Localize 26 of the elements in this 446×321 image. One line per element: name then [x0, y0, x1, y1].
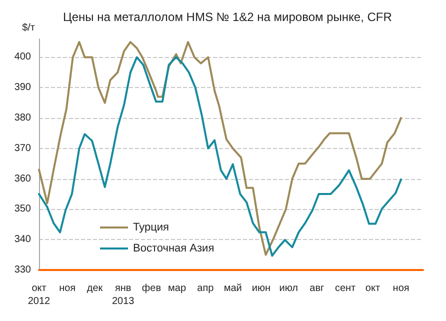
chart-title: Цены на металлолом HMS № 1&2 на мировом рынке, CFR: [63, 10, 392, 24]
y-tick-label: 370: [14, 142, 32, 154]
x-tick-label: июн: [252, 283, 270, 294]
y-axis-title: $/т: [22, 22, 36, 34]
legend-label: Турция: [133, 222, 170, 234]
y-tick-label: 400: [14, 52, 32, 63]
x-tick-label: дек: [86, 283, 104, 294]
y-tick-label: 380: [14, 112, 32, 124]
x-tick-label: окт 2012: [28, 283, 51, 307]
y-tick-label: 330: [14, 264, 32, 276]
x-tick-label: май: [224, 283, 242, 294]
x-tick-label: апр: [197, 283, 214, 294]
legend-label: Восточная Азия: [133, 242, 214, 254]
x-tick-label: авг: [310, 283, 325, 294]
y-tick-label: 350: [14, 204, 32, 215]
y-tick-label: 390: [14, 82, 32, 94]
x-tick-label: июл: [279, 283, 298, 294]
x-tick-label: окт: [365, 283, 380, 294]
x-tick-label: янв 2013: [112, 283, 135, 307]
x-tick-label: сент: [334, 283, 356, 294]
x-tick-label: ноя: [59, 283, 76, 294]
y-tick-label: 340: [14, 234, 32, 246]
x-tick-label: ноя: [392, 283, 410, 294]
x-tick-label: мар: [168, 283, 186, 294]
x-tick-label: фев: [142, 283, 162, 294]
y-tick-label: 360: [14, 173, 32, 184]
